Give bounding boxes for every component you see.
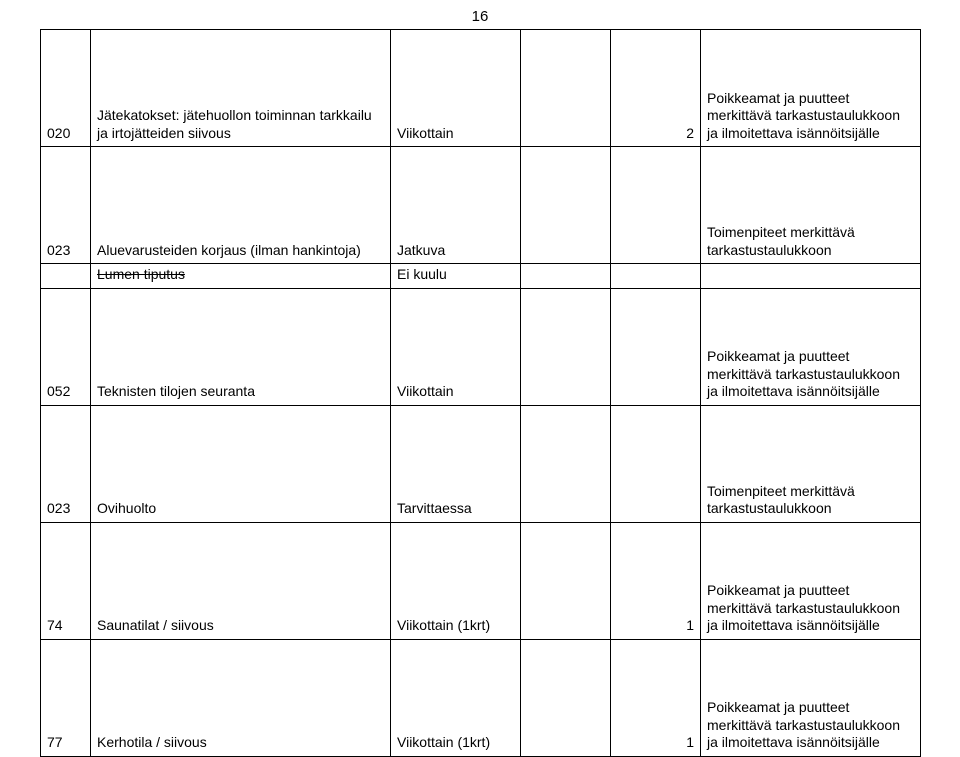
table-row: 052Teknisten tilojen seurantaViikottain P…: [41, 288, 921, 405]
table-cell: [41, 264, 91, 289]
table-cell: Aluevarusteiden korjaus (ilman hankintoj…: [91, 147, 391, 264]
page-container: 16 020Jätekatokset: jätehuollon toiminna…: [0, 0, 960, 737]
table-cell: [521, 522, 611, 639]
table-cell: [521, 288, 611, 405]
table-cell: Jätekatokset: jätehuollon toiminnan tark…: [91, 30, 391, 147]
table-cell: Lumen tiputus: [91, 264, 391, 289]
table-cell: 023: [41, 147, 91, 264]
page-number: 16: [40, 0, 920, 29]
table-cell: 1: [611, 639, 701, 756]
table-cell: Ei kuulu: [391, 264, 521, 289]
table-cell: Toimenpiteet merkittävä tarkastustaulukk…: [701, 147, 921, 264]
table-cell: Viikottain (1krt): [391, 639, 521, 756]
table-cell: Ovihuolto: [91, 405, 391, 522]
table-cell: Toimenpiteet merkittävä tarkastustaulukk…: [701, 405, 921, 522]
table-cell: Saunatilat / siivous: [91, 522, 391, 639]
table-row: 74Saunatilat / siivousViikottain (1krt) 1…: [41, 522, 921, 639]
table-cell: 052: [41, 288, 91, 405]
table-cell: Kerhotila / siivous: [91, 639, 391, 756]
table-cell: Tarvittaessa: [391, 405, 521, 522]
table-row: 77Kerhotila / siivousViikottain (1krt) 1P…: [41, 639, 921, 756]
table-cell: Viikottain: [391, 30, 521, 147]
data-table: 020Jätekatokset: jätehuollon toiminnan t…: [40, 29, 921, 757]
table-cell: 74: [41, 522, 91, 639]
table-cell: [611, 288, 701, 405]
table-cell: Poikkeamat ja puutteet merkittävä tarkas…: [701, 639, 921, 756]
table-cell: Poikkeamat ja puutteet merkittävä tarkas…: [701, 522, 921, 639]
strikethrough-text: Lumen tiputus: [97, 266, 185, 282]
table-cell: 2: [611, 30, 701, 147]
table-cell: Teknisten tilojen seuranta: [91, 288, 391, 405]
table-cell: [521, 405, 611, 522]
table-cell: 77: [41, 639, 91, 756]
table-cell: Viikottain: [391, 288, 521, 405]
table-cell: [521, 264, 611, 289]
table-cell: [701, 264, 921, 289]
table-cell: Jatkuva: [391, 147, 521, 264]
table-cell: 1: [611, 522, 701, 639]
table-cell: 020: [41, 30, 91, 147]
table-row: 023OvihuoltoTarvittaessa Toimenpiteet mer…: [41, 405, 921, 522]
table-cell: Poikkeamat ja puutteet merkittävä tarkas…: [701, 30, 921, 147]
table-cell: [611, 147, 701, 264]
table-row: Lumen tiputus Ei kuulu: [41, 264, 921, 289]
table-cell: [611, 405, 701, 522]
table-row: 020Jätekatokset: jätehuollon toiminnan t…: [41, 30, 921, 147]
table-row: 023Aluevarusteiden korjaus (ilman hankin…: [41, 147, 921, 264]
table-cell: [521, 30, 611, 147]
table-cell: [611, 264, 701, 289]
table-cell: [521, 147, 611, 264]
table-cell: Viikottain (1krt): [391, 522, 521, 639]
table-cell: 023: [41, 405, 91, 522]
table-cell: Poikkeamat ja puutteet merkittävä tarkas…: [701, 288, 921, 405]
table-cell: [521, 639, 611, 756]
